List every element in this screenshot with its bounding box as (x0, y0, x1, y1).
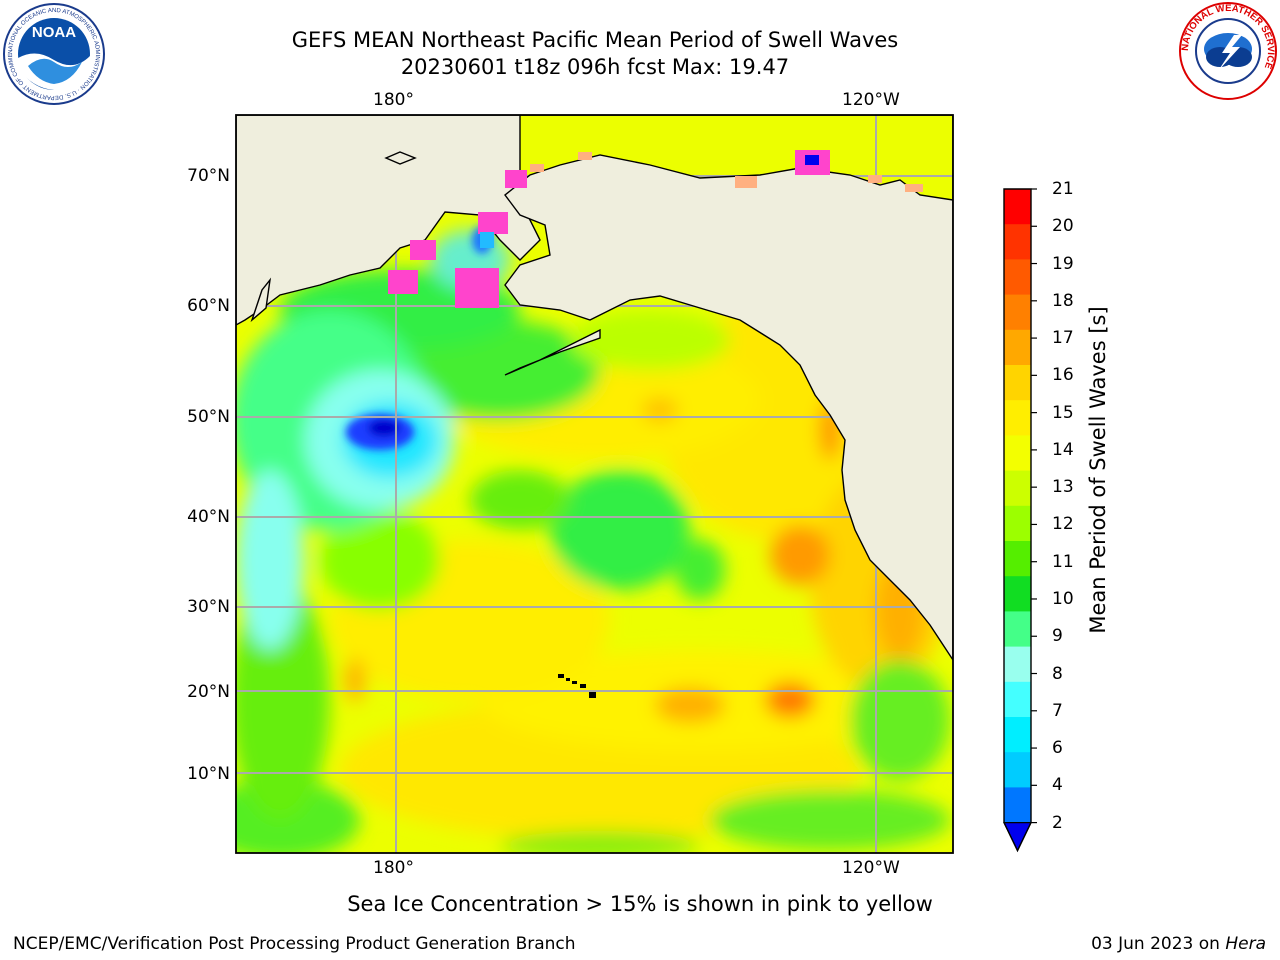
colorbar-bin (1004, 681, 1031, 718)
lat-label-50n: 50°N (187, 407, 230, 427)
machine-name: Hera (1225, 934, 1266, 954)
nws-logo: NATIONAL WEATHER SERVICE (1179, 2, 1277, 100)
lat-label-40n: 40°N (187, 507, 230, 527)
colorbar-tick-label: 7 (1052, 700, 1063, 721)
colorbar-tick-label: 13 (1052, 477, 1074, 498)
colorbar-tick-label: 2 (1052, 812, 1063, 833)
chart-title: GEFS MEAN Northeast Pacific Mean Period … (291, 28, 899, 52)
lat-label-60n: 60°N (187, 296, 230, 316)
colorbar-tick-label: 19 (1052, 253, 1074, 274)
colorbar-tick-label: 11 (1052, 551, 1074, 572)
lat-label-70n: 70°N (187, 166, 230, 186)
colorbar-tick-label: 21 (1052, 179, 1074, 199)
colorbar-min-arrow (1003, 822, 1032, 852)
lat-label-10n: 10°N (187, 764, 230, 784)
colorbar-bin (1004, 576, 1031, 612)
colorbar-bin (1004, 611, 1031, 648)
lat-label-30n: 30°N (187, 597, 230, 617)
colorbar-bin (1004, 470, 1031, 507)
colorbar-bin (1004, 717, 1031, 753)
lon-label-bottom-180: 180° (373, 858, 414, 878)
run-date: 03 Jun 2023 on Hera (1091, 934, 1266, 954)
colorbar-tick-label: 17 (1052, 328, 1074, 349)
lon-label-bottom-120w: 120°W (842, 858, 900, 878)
colorbar-bin (1004, 541, 1031, 577)
noaa-logo-text: NOAA (32, 24, 76, 41)
noaa-logo: NOAA NATIONAL OCEANIC AND ATMOSPHERIC AD… (2, 2, 105, 105)
colorbar-tick-label: 15 (1052, 402, 1074, 423)
colorbar-bin (1004, 329, 1031, 366)
colorbar-tick-label: 10 (1052, 588, 1074, 609)
colorbar-bin (1004, 365, 1031, 401)
map-area (236, 115, 953, 853)
lon-label-top-180: 180° (373, 90, 414, 110)
sea-ice-note: Sea Ice Concentration > 15% is shown in … (347, 892, 933, 916)
colorbar-tick-label: 14 (1052, 439, 1074, 460)
colorbar-tick-label: 6 (1052, 738, 1063, 759)
colorbar-tick-label: 4 (1052, 775, 1063, 796)
colorbar-bin (1004, 189, 1031, 225)
sea-ice (388, 150, 923, 698)
chart-subtitle: 20230601 t18z 096h fcst Max: 19.47 (400, 55, 790, 79)
colorbar-bin (1004, 294, 1031, 331)
map-frame (235, 114, 954, 854)
colorbar-tick-label: 9 (1052, 626, 1063, 647)
colorbar-tick-label: 20 (1052, 216, 1074, 237)
lat-label-20n: 20°N (187, 682, 230, 702)
colorbar-bin (1004, 400, 1031, 436)
colorbar-tick-label: 8 (1052, 663, 1063, 684)
colorbar-label: Mean Period of Swell Waves [s] (1086, 306, 1110, 634)
lon-label-top-120w: 120°W (842, 90, 900, 110)
colorbar-tick-label: 16 (1052, 365, 1074, 386)
colorbar (1003, 188, 1037, 853)
colorbar-tick-label: 12 (1052, 514, 1074, 535)
colorbar-bin (1004, 752, 1031, 788)
colorbar-bin (1004, 224, 1031, 260)
colorbar-bin (1004, 505, 1031, 542)
colorbar-outline (1003, 188, 1032, 853)
colorbar-bin (1004, 259, 1031, 296)
colorbar-bin (1004, 435, 1031, 472)
colorbar-tick-label: 18 (1052, 290, 1074, 311)
colorbar-bin (1004, 787, 1031, 824)
run-date-text: 03 Jun 2023 on (1091, 934, 1226, 954)
colorbar-bin (1004, 646, 1031, 683)
credit-text: NCEP/EMC/Verification Post Processing Pr… (13, 934, 576, 954)
